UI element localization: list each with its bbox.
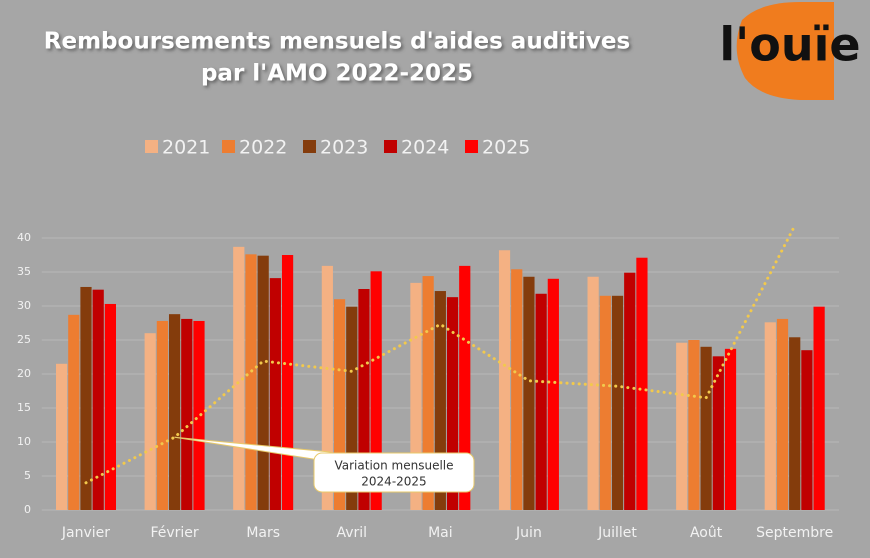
bar bbox=[724, 348, 737, 510]
x-tick-label: Juin bbox=[515, 525, 542, 541]
legend-swatch bbox=[145, 140, 158, 153]
x-tick-label: Août bbox=[690, 525, 723, 541]
y-tick-label: 25 bbox=[17, 333, 31, 346]
bar bbox=[511, 269, 523, 510]
bar bbox=[535, 293, 547, 510]
y-tick-label: 10 bbox=[17, 435, 31, 448]
x-tick-label: Avril bbox=[336, 525, 367, 541]
bar bbox=[434, 291, 446, 510]
bar bbox=[55, 363, 68, 510]
y-tick-label: 40 bbox=[17, 231, 31, 244]
bar bbox=[547, 278, 559, 510]
legend-label: 2025 bbox=[482, 137, 530, 159]
x-tick-label: Février bbox=[150, 525, 198, 541]
bar bbox=[358, 289, 370, 510]
callout-text: Variation mensuelle bbox=[334, 459, 453, 473]
bar bbox=[104, 303, 116, 510]
bar bbox=[700, 346, 712, 510]
bar bbox=[269, 278, 281, 510]
y-tick-label: 30 bbox=[17, 299, 31, 312]
bar bbox=[156, 320, 168, 510]
legend-swatch bbox=[303, 140, 316, 153]
legend-label: 2022 bbox=[239, 137, 287, 159]
bar bbox=[68, 314, 80, 510]
bar bbox=[422, 276, 434, 510]
legend-swatch bbox=[465, 140, 478, 153]
bar bbox=[712, 356, 724, 510]
bar bbox=[193, 320, 205, 510]
chart-title: par l'AMO 2022-2025 bbox=[201, 61, 473, 87]
bar bbox=[245, 254, 257, 510]
chart-title: Remboursements mensuels d'aides auditive… bbox=[44, 29, 630, 55]
bar bbox=[257, 255, 269, 510]
bar bbox=[233, 246, 245, 510]
bar bbox=[80, 286, 92, 510]
bar bbox=[144, 333, 156, 510]
logo: l'ouïe bbox=[719, 18, 860, 72]
bar bbox=[498, 250, 511, 511]
legend-label: 2021 bbox=[162, 137, 210, 159]
bar bbox=[776, 318, 789, 510]
legend-label: 2023 bbox=[320, 137, 368, 159]
bar bbox=[346, 306, 358, 510]
y-tick-label: 0 bbox=[24, 503, 31, 516]
x-tick-label: Juillet bbox=[597, 525, 637, 541]
legend-swatch bbox=[222, 140, 235, 153]
bar bbox=[92, 289, 104, 510]
bar bbox=[676, 342, 688, 510]
bar bbox=[370, 271, 382, 510]
bar bbox=[611, 295, 624, 510]
bar bbox=[688, 340, 700, 510]
bar bbox=[801, 350, 813, 510]
bar bbox=[523, 276, 535, 510]
bar bbox=[333, 299, 346, 510]
bar bbox=[624, 272, 636, 510]
bar bbox=[599, 295, 611, 510]
y-tick-label: 5 bbox=[24, 469, 31, 482]
x-tick-label: Septembre bbox=[756, 525, 833, 541]
y-tick-label: 15 bbox=[17, 401, 31, 414]
x-tick-label: Janvier bbox=[61, 525, 110, 541]
y-tick-label: 20 bbox=[17, 367, 31, 380]
title-group: Remboursements mensuels d'aides auditive… bbox=[44, 29, 630, 87]
bar bbox=[168, 314, 181, 510]
bar bbox=[764, 322, 776, 510]
bar bbox=[636, 257, 648, 510]
y-tick-label: 35 bbox=[17, 265, 31, 278]
bar bbox=[446, 297, 459, 510]
callout-text: 2024-2025 bbox=[361, 475, 426, 489]
logo-shape bbox=[736, 2, 834, 100]
bar bbox=[813, 306, 825, 510]
bar bbox=[321, 265, 333, 510]
legend-label: 2024 bbox=[401, 137, 449, 159]
bar bbox=[181, 318, 193, 510]
bar bbox=[410, 282, 422, 510]
callout-box bbox=[313, 452, 475, 493]
x-tick-label: Mars bbox=[246, 525, 280, 541]
bar bbox=[789, 337, 801, 510]
bar bbox=[587, 276, 599, 510]
bar bbox=[459, 265, 471, 510]
variation-line bbox=[84, 224, 797, 485]
bar bbox=[281, 255, 294, 510]
legend-swatch bbox=[384, 140, 397, 153]
x-tick-label: Mai bbox=[428, 525, 453, 541]
